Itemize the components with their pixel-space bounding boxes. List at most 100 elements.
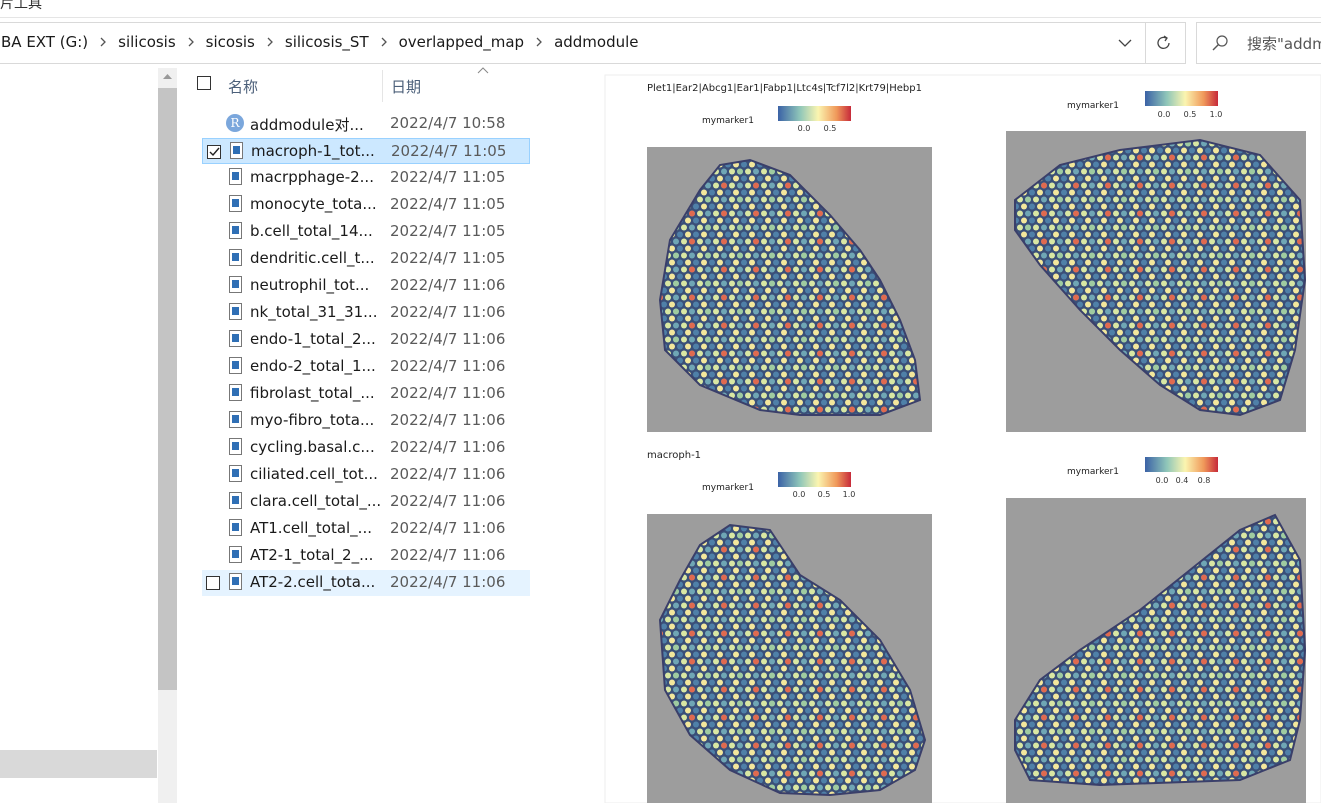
image-file-icon (229, 249, 242, 266)
file-date: 2022/4/7 11:06 (390, 492, 506, 510)
breadcrumb-item[interactable]: BA EXT (G:) (1, 33, 89, 51)
file-date: 2022/4/7 11:06 (390, 384, 506, 402)
file-row[interactable]: AT2-1_total_2_... 2022/4/7 11:06 (202, 543, 530, 569)
file-date: 2022/4/7 11:05 (390, 195, 506, 213)
file-name: neutrophil_tot... (250, 276, 370, 294)
file-date: 2022/4/7 11:05 (390, 168, 506, 186)
tissue-image (647, 514, 932, 803)
breadcrumb-item[interactable]: addmodule (554, 33, 639, 51)
file-row[interactable]: fibrolast_total_... 2022/4/7 11:06 (202, 381, 530, 407)
file-row[interactable]: endo-1_total_2... 2022/4/7 11:06 (202, 327, 530, 353)
tissue-image (1006, 131, 1306, 432)
legend-title: mymarker1 (1067, 101, 1119, 111)
colorbar-tick: 0.5 (818, 490, 831, 499)
colorbar (1145, 457, 1218, 472)
row-checkbox[interactable] (207, 145, 221, 159)
image-file-icon (229, 465, 242, 482)
address-bar[interactable]: BA EXT (G:) silicosis sicosis silicosis_ST o… (0, 22, 1186, 64)
column-name-header[interactable]: 名称 (228, 78, 259, 96)
breadcrumb: BA EXT (G:) silicosis sicosis silicosis_ST o… (1, 33, 639, 51)
file-date: 2022/4/7 10:58 (390, 114, 506, 132)
file-row[interactable]: macrpphage-2... 2022/4/7 11:05 (202, 165, 530, 191)
breadcrumb-separator[interactable] (535, 36, 543, 48)
refresh-button[interactable] (1155, 34, 1173, 52)
file-name: endo-2_total_1... (250, 357, 376, 375)
image-file-icon (229, 411, 242, 428)
image-file-icon (229, 276, 242, 293)
tissue-image (1006, 498, 1306, 803)
file-row[interactable]: myo-fibro_tota... 2022/4/7 11:06 (202, 408, 530, 434)
colorbar-tick: 0.5 (1184, 110, 1197, 119)
file-row[interactable]: AT1.cell_total_... 2022/4/7 11:06 (202, 516, 530, 542)
file-row[interactable]: ciliated.cell_tot... 2022/4/7 11:06 (202, 462, 530, 488)
file-row[interactable]: endo-2_total_1... 2022/4/7 11:06 (202, 354, 530, 380)
breadcrumb-item[interactable]: overlapped_map (398, 33, 525, 51)
breadcrumb-separator[interactable] (187, 36, 195, 48)
ribbon: 片工具 (0, 0, 1321, 18)
colorbar-tick: 0.0 (793, 490, 806, 499)
ribbon-tab[interactable]: 片工具 (0, 0, 42, 12)
file-row[interactable]: dendritic.cell_t... 2022/4/7 11:05 (202, 246, 530, 272)
column-date-header[interactable]: 日期 (391, 78, 422, 96)
file-row[interactable]: b.cell_total_14... 2022/4/7 11:05 (202, 219, 530, 245)
image-file-icon (229, 168, 242, 185)
nav-scrollbar[interactable] (158, 68, 177, 803)
file-name: b.cell_total_14... (250, 222, 373, 240)
image-file-icon (229, 438, 242, 455)
file-row[interactable]: AT2-2.cell_tota... 2022/4/7 11:06 (202, 570, 530, 596)
file-row[interactable]: cycling.basal.c... 2022/4/7 11:06 (202, 435, 530, 461)
breadcrumb-separator[interactable] (99, 36, 107, 48)
tissue-spots (658, 158, 922, 416)
image-file-icon (229, 573, 242, 590)
file-date: 2022/4/7 11:05 (390, 249, 506, 267)
image-file-icon (230, 142, 243, 159)
file-date: 2022/4/7 11:06 (390, 330, 506, 348)
file-row[interactable]: clara.cell_total_... 2022/4/7 11:06 (202, 489, 530, 515)
nav-selected-item[interactable] (0, 750, 157, 778)
file-date: 2022/4/7 11:05 (391, 142, 507, 160)
file-row[interactable]: macroph-1_tot... 2022/4/7 11:05 (202, 138, 530, 164)
colorbar (1145, 91, 1218, 106)
image-file-icon (229, 330, 242, 347)
tissue-spots (1014, 513, 1307, 787)
file-name: cycling.basal.c... (250, 438, 375, 456)
file-date: 2022/4/7 11:06 (390, 411, 506, 429)
dropdown-button[interactable] (1117, 37, 1133, 49)
colorbar (778, 472, 851, 487)
breadcrumb-item[interactable]: silicosis_ST (284, 33, 369, 51)
file-date: 2022/4/7 11:06 (390, 546, 506, 564)
image-file-icon (229, 303, 242, 320)
tissue-spots (1014, 138, 1307, 417)
file-date: 2022/4/7 11:06 (390, 465, 506, 483)
plot-title: macroph-1 (647, 450, 701, 461)
file-date: 2022/4/7 11:06 (390, 276, 506, 294)
file-row[interactable]: monocyte_tota... 2022/4/7 11:05 (202, 192, 530, 218)
file-name: fibrolast_total_... (250, 384, 375, 402)
colorbar-tick: 0.8 (1198, 476, 1211, 485)
file-name: addmodule对... (250, 116, 364, 134)
select-all-checkbox[interactable] (197, 76, 211, 90)
colorbar-tick: 1.0 (1210, 110, 1223, 119)
file-date: 2022/4/7 11:06 (390, 573, 506, 591)
breadcrumb-item[interactable]: sicosis (205, 33, 255, 51)
file-name: endo-1_total_2... (250, 330, 376, 348)
image-file-icon (229, 222, 242, 239)
file-row[interactable]: nk_total_31_31... 2022/4/7 11:06 (202, 300, 530, 326)
file-date: 2022/4/7 11:06 (390, 519, 506, 537)
breadcrumb-separator[interactable] (380, 36, 388, 48)
file-name: AT2-2.cell_tota... (250, 573, 376, 591)
file-row[interactable]: neutrophil_tot... 2022/4/7 11:06 (202, 273, 530, 299)
tissue-image (647, 147, 932, 432)
breadcrumb-separator[interactable] (266, 36, 274, 48)
colorbar-tick: 0.0 (1158, 110, 1171, 119)
image-file-icon (229, 384, 242, 401)
image-file-icon (229, 357, 242, 374)
breadcrumb-item[interactable]: silicosis (118, 33, 176, 51)
row-checkbox[interactable] (206, 576, 220, 590)
colorbar (778, 106, 851, 121)
file-date: 2022/4/7 11:06 (390, 438, 506, 456)
image-file-icon (229, 195, 242, 212)
search-box[interactable]: 搜索"addm (1196, 22, 1321, 64)
